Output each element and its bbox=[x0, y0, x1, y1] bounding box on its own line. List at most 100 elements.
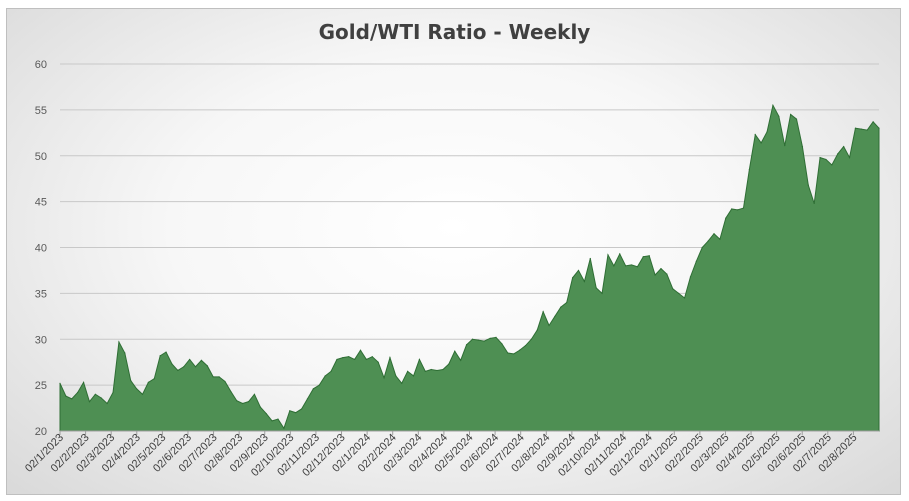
data-point bbox=[731, 208, 733, 210]
data-point bbox=[683, 297, 686, 299]
data-point bbox=[383, 377, 385, 379]
data-point bbox=[430, 368, 432, 371]
data-point bbox=[224, 380, 226, 383]
data-point bbox=[689, 276, 692, 278]
data-point bbox=[242, 402, 244, 405]
data-point bbox=[460, 359, 462, 361]
data-point bbox=[177, 369, 179, 372]
data-point bbox=[354, 358, 356, 361]
data-point bbox=[595, 287, 597, 289]
y-axis: 20 25 30 35 40 45 50 55 60 bbox=[35, 59, 47, 438]
data-point bbox=[477, 339, 479, 341]
data-point bbox=[801, 145, 804, 148]
data-point bbox=[719, 238, 721, 240]
data-point bbox=[247, 401, 250, 403]
data-point bbox=[82, 381, 85, 383]
data-point bbox=[736, 209, 739, 211]
data-point bbox=[153, 378, 155, 380]
y-tick-label: 20 bbox=[35, 426, 47, 438]
data-point bbox=[701, 246, 703, 249]
data-point bbox=[848, 156, 851, 159]
data-point bbox=[336, 358, 338, 361]
chart-title: Gold/WTI Ratio - Weekly bbox=[318, 20, 591, 44]
y-tick-label: 25 bbox=[35, 380, 47, 392]
data-point bbox=[619, 253, 621, 255]
data-point bbox=[277, 418, 279, 420]
data-point bbox=[130, 379, 132, 382]
data-point bbox=[784, 145, 786, 147]
data-point bbox=[678, 292, 680, 294]
data-point bbox=[448, 363, 450, 365]
data-point bbox=[725, 217, 727, 219]
data-point bbox=[654, 274, 656, 276]
data-point bbox=[530, 338, 532, 340]
data-point bbox=[483, 340, 485, 342]
data-point bbox=[194, 366, 197, 368]
data-point bbox=[566, 301, 568, 304]
data-point bbox=[713, 233, 715, 235]
data-point bbox=[766, 131, 768, 133]
data-point bbox=[94, 393, 96, 395]
data-point bbox=[147, 381, 149, 383]
data-point bbox=[866, 129, 868, 131]
data-point bbox=[407, 370, 409, 372]
data-point bbox=[601, 292, 603, 294]
data-point bbox=[660, 268, 662, 270]
data-point bbox=[318, 384, 320, 386]
data-point bbox=[401, 382, 403, 384]
data-point bbox=[748, 168, 750, 171]
data-point bbox=[524, 345, 527, 347]
data-point bbox=[707, 240, 709, 242]
data-point bbox=[348, 356, 350, 358]
data-point bbox=[377, 361, 379, 363]
data-point bbox=[471, 338, 474, 340]
data-point bbox=[412, 375, 415, 377]
data-point bbox=[289, 410, 291, 412]
data-point bbox=[454, 350, 456, 352]
data-point bbox=[542, 311, 544, 313]
data-point bbox=[872, 121, 874, 123]
data-point bbox=[583, 280, 586, 283]
data-point bbox=[118, 341, 120, 343]
data-point bbox=[395, 375, 397, 377]
data-point bbox=[271, 420, 273, 422]
data-point bbox=[854, 127, 857, 129]
y-tick-label: 35 bbox=[35, 288, 47, 300]
data-point bbox=[754, 134, 756, 136]
data-point bbox=[330, 370, 332, 372]
y-tick-label: 50 bbox=[35, 151, 47, 163]
data-point bbox=[772, 104, 774, 106]
data-point bbox=[495, 336, 497, 339]
data-point bbox=[100, 397, 102, 399]
data-point bbox=[878, 127, 880, 129]
data-point bbox=[489, 337, 491, 339]
data-point bbox=[507, 352, 509, 354]
data-point bbox=[106, 402, 108, 405]
data-point bbox=[825, 158, 827, 161]
data-point bbox=[253, 393, 256, 395]
data-point bbox=[59, 382, 61, 384]
y-tick-label: 60 bbox=[35, 59, 47, 71]
data-point bbox=[200, 359, 203, 361]
data-point bbox=[183, 366, 185, 368]
y-tick-label: 40 bbox=[35, 243, 47, 255]
data-point bbox=[88, 401, 91, 403]
data-point bbox=[630, 264, 633, 266]
data-point bbox=[819, 156, 821, 159]
data-point bbox=[548, 324, 550, 327]
data-point bbox=[695, 260, 697, 262]
data-point bbox=[165, 351, 167, 353]
area-series-fill bbox=[59, 103, 880, 432]
data-point bbox=[418, 358, 421, 361]
data-point bbox=[813, 202, 815, 205]
data-point bbox=[259, 406, 261, 408]
data-point bbox=[265, 412, 267, 415]
data-point bbox=[554, 315, 556, 317]
data-point bbox=[218, 376, 220, 378]
data-point bbox=[636, 266, 639, 268]
data-point bbox=[300, 408, 303, 410]
data-point bbox=[236, 400, 238, 402]
data-point bbox=[625, 265, 627, 267]
data-point bbox=[312, 388, 314, 390]
